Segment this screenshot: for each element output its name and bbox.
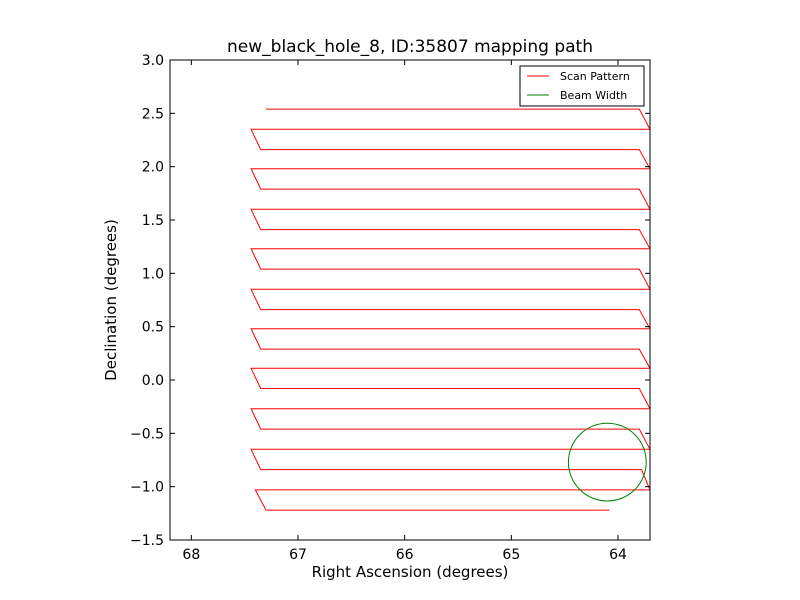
plot-frame [169, 59, 651, 541]
legend-label-beam-width: Beam Width [560, 89, 627, 102]
y-axis-ticks: −1.5 −1.0 −0.5 0.0 0.5 1.0 1.5 2.0 2.5 3.0 [130, 53, 650, 549]
y-tick-label: 0.0 [142, 373, 164, 389]
x-tick-label: 66 [396, 547, 414, 563]
x-tick-label: 68 [182, 547, 200, 563]
y-tick-label: 2.5 [142, 106, 164, 122]
legend: Scan Pattern Beam Width [519, 65, 645, 107]
y-axis-label: Declination (degrees) [102, 219, 120, 381]
x-tick-label: 64 [609, 547, 627, 563]
x-axis-label: Right Ascension (degrees) [312, 563, 509, 581]
y-tick-label: −1.0 [130, 480, 164, 496]
y-tick-label: −1.5 [130, 533, 164, 549]
series-line-scan-pattern [250, 108, 650, 511]
x-tick-label: 67 [289, 547, 307, 563]
data-layer [250, 108, 650, 511]
y-tick-label: −0.5 [130, 426, 164, 442]
y-tick-label: 2.0 [142, 160, 164, 176]
beam-width-circle [567, 422, 647, 502]
x-tick-label: 65 [502, 547, 520, 563]
chart-title: new_black_hole_8, ID:35807 mapping path [227, 37, 593, 57]
legend-label-scan-pattern: Scan Pattern [560, 70, 630, 83]
legend-box [519, 65, 645, 107]
y-tick-label: 1.5 [142, 213, 164, 229]
y-tick-label: 1.0 [142, 266, 164, 282]
y-tick-label: 0.5 [142, 320, 164, 336]
y-tick-label: 3.0 [142, 53, 164, 69]
x-axis-ticks: 68 67 66 65 64 [182, 60, 627, 563]
